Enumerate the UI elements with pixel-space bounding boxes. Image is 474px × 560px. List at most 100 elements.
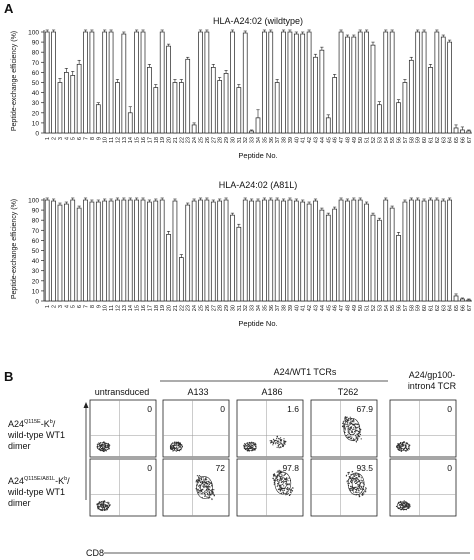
quadrant-percentage: 1.6 xyxy=(287,404,299,414)
x-tick-label: 57 xyxy=(403,137,409,143)
bar xyxy=(191,124,197,134)
x-tick-label: 37 xyxy=(275,305,281,311)
bar xyxy=(64,203,69,302)
row-label-q115e-a81l: A24Q115E/A81L-Kb/wild-type WT1 dimer xyxy=(7,476,70,508)
bar xyxy=(185,58,191,134)
event-dot xyxy=(358,496,360,498)
event-dot xyxy=(355,479,357,481)
event-dot xyxy=(284,473,286,475)
event-dot xyxy=(206,488,209,490)
bar xyxy=(236,87,242,134)
bar xyxy=(179,257,184,302)
flow-plot: 0 xyxy=(389,458,457,517)
event-dot xyxy=(361,481,363,483)
density-contour xyxy=(169,442,183,452)
event-dot xyxy=(197,485,200,487)
x-tick-label: 28 xyxy=(218,305,224,311)
event-dot xyxy=(360,438,362,440)
event-dot xyxy=(401,504,403,506)
x-tick-label: 31 xyxy=(237,137,243,143)
event-dot xyxy=(283,481,285,483)
event-dot xyxy=(351,479,353,481)
event-dot xyxy=(104,500,106,502)
event-dot xyxy=(356,490,358,492)
column-header-a133: A133 xyxy=(187,387,208,397)
density-contour xyxy=(396,442,410,452)
event-dot xyxy=(342,421,344,423)
event-dot xyxy=(356,423,358,425)
x-tick-label: 39 xyxy=(288,137,294,143)
event-dot xyxy=(281,443,283,445)
event-dot xyxy=(275,439,277,441)
bar xyxy=(281,200,286,302)
density-contour xyxy=(399,444,407,450)
bar xyxy=(293,200,299,302)
x-tick-label: 28 xyxy=(218,137,224,143)
event-dot xyxy=(208,480,210,482)
event-dot xyxy=(272,477,274,479)
event-dot xyxy=(245,445,247,447)
flow-plot-frame xyxy=(236,458,304,517)
bar xyxy=(345,36,350,134)
bar xyxy=(57,82,63,134)
event-dot xyxy=(351,430,353,432)
x-tick-label: 34 xyxy=(256,137,262,143)
event-dot xyxy=(360,428,362,430)
x-tick-label: 33 xyxy=(250,305,256,311)
event-dot xyxy=(356,433,358,435)
y-tick-label: 10 xyxy=(32,120,40,127)
event-dot xyxy=(344,429,346,431)
event-dot xyxy=(344,417,346,419)
event-dot xyxy=(213,493,215,495)
bar xyxy=(389,31,395,134)
event-dot xyxy=(362,494,364,496)
event-dot xyxy=(352,431,354,434)
event-dot xyxy=(284,480,286,483)
event-dot xyxy=(353,474,355,476)
event-dot xyxy=(277,442,279,444)
quadrant-percentage: 0 xyxy=(447,463,452,473)
event-dot xyxy=(347,425,349,427)
event-dot xyxy=(249,447,251,449)
bar xyxy=(440,200,446,302)
bar xyxy=(396,102,401,134)
event-dot xyxy=(349,422,351,424)
event-dot xyxy=(203,479,205,482)
event-dot xyxy=(403,500,405,502)
event-dot xyxy=(277,446,279,448)
x-tick-label: 65 xyxy=(454,137,460,143)
x-tick-label: 23 xyxy=(186,137,192,143)
y-tick-label: 60 xyxy=(32,70,40,77)
bar xyxy=(204,199,210,302)
bar xyxy=(179,82,184,134)
bar xyxy=(217,200,223,302)
row-label-superscript: b xyxy=(50,419,53,425)
event-dot xyxy=(206,486,208,489)
bar xyxy=(108,200,114,302)
event-dot xyxy=(247,445,250,448)
event-dot xyxy=(106,504,108,506)
event-dot xyxy=(349,489,352,491)
bar xyxy=(249,200,254,302)
event-dot xyxy=(401,443,403,445)
panel-a-label: A xyxy=(4,1,14,16)
x-tick-label: 43 xyxy=(313,305,319,311)
event-dot xyxy=(283,440,285,442)
bar xyxy=(262,31,267,134)
row-label-superscript: Q115E xyxy=(24,419,41,425)
event-dot xyxy=(355,486,357,488)
bar xyxy=(434,31,440,134)
bar xyxy=(351,199,357,302)
bar xyxy=(364,203,369,302)
quadrant-percentage: 0 xyxy=(147,463,152,473)
column-header-t262: T262 xyxy=(338,387,359,397)
event-dot xyxy=(395,505,398,508)
event-dot xyxy=(280,480,282,482)
event-dot xyxy=(253,442,255,444)
bar xyxy=(95,104,101,134)
column-header-a186: A186 xyxy=(261,387,282,397)
x-tick-label: 19 xyxy=(160,305,166,311)
event-dot xyxy=(99,447,101,450)
event-dot xyxy=(204,490,206,492)
event-dot xyxy=(276,485,278,487)
